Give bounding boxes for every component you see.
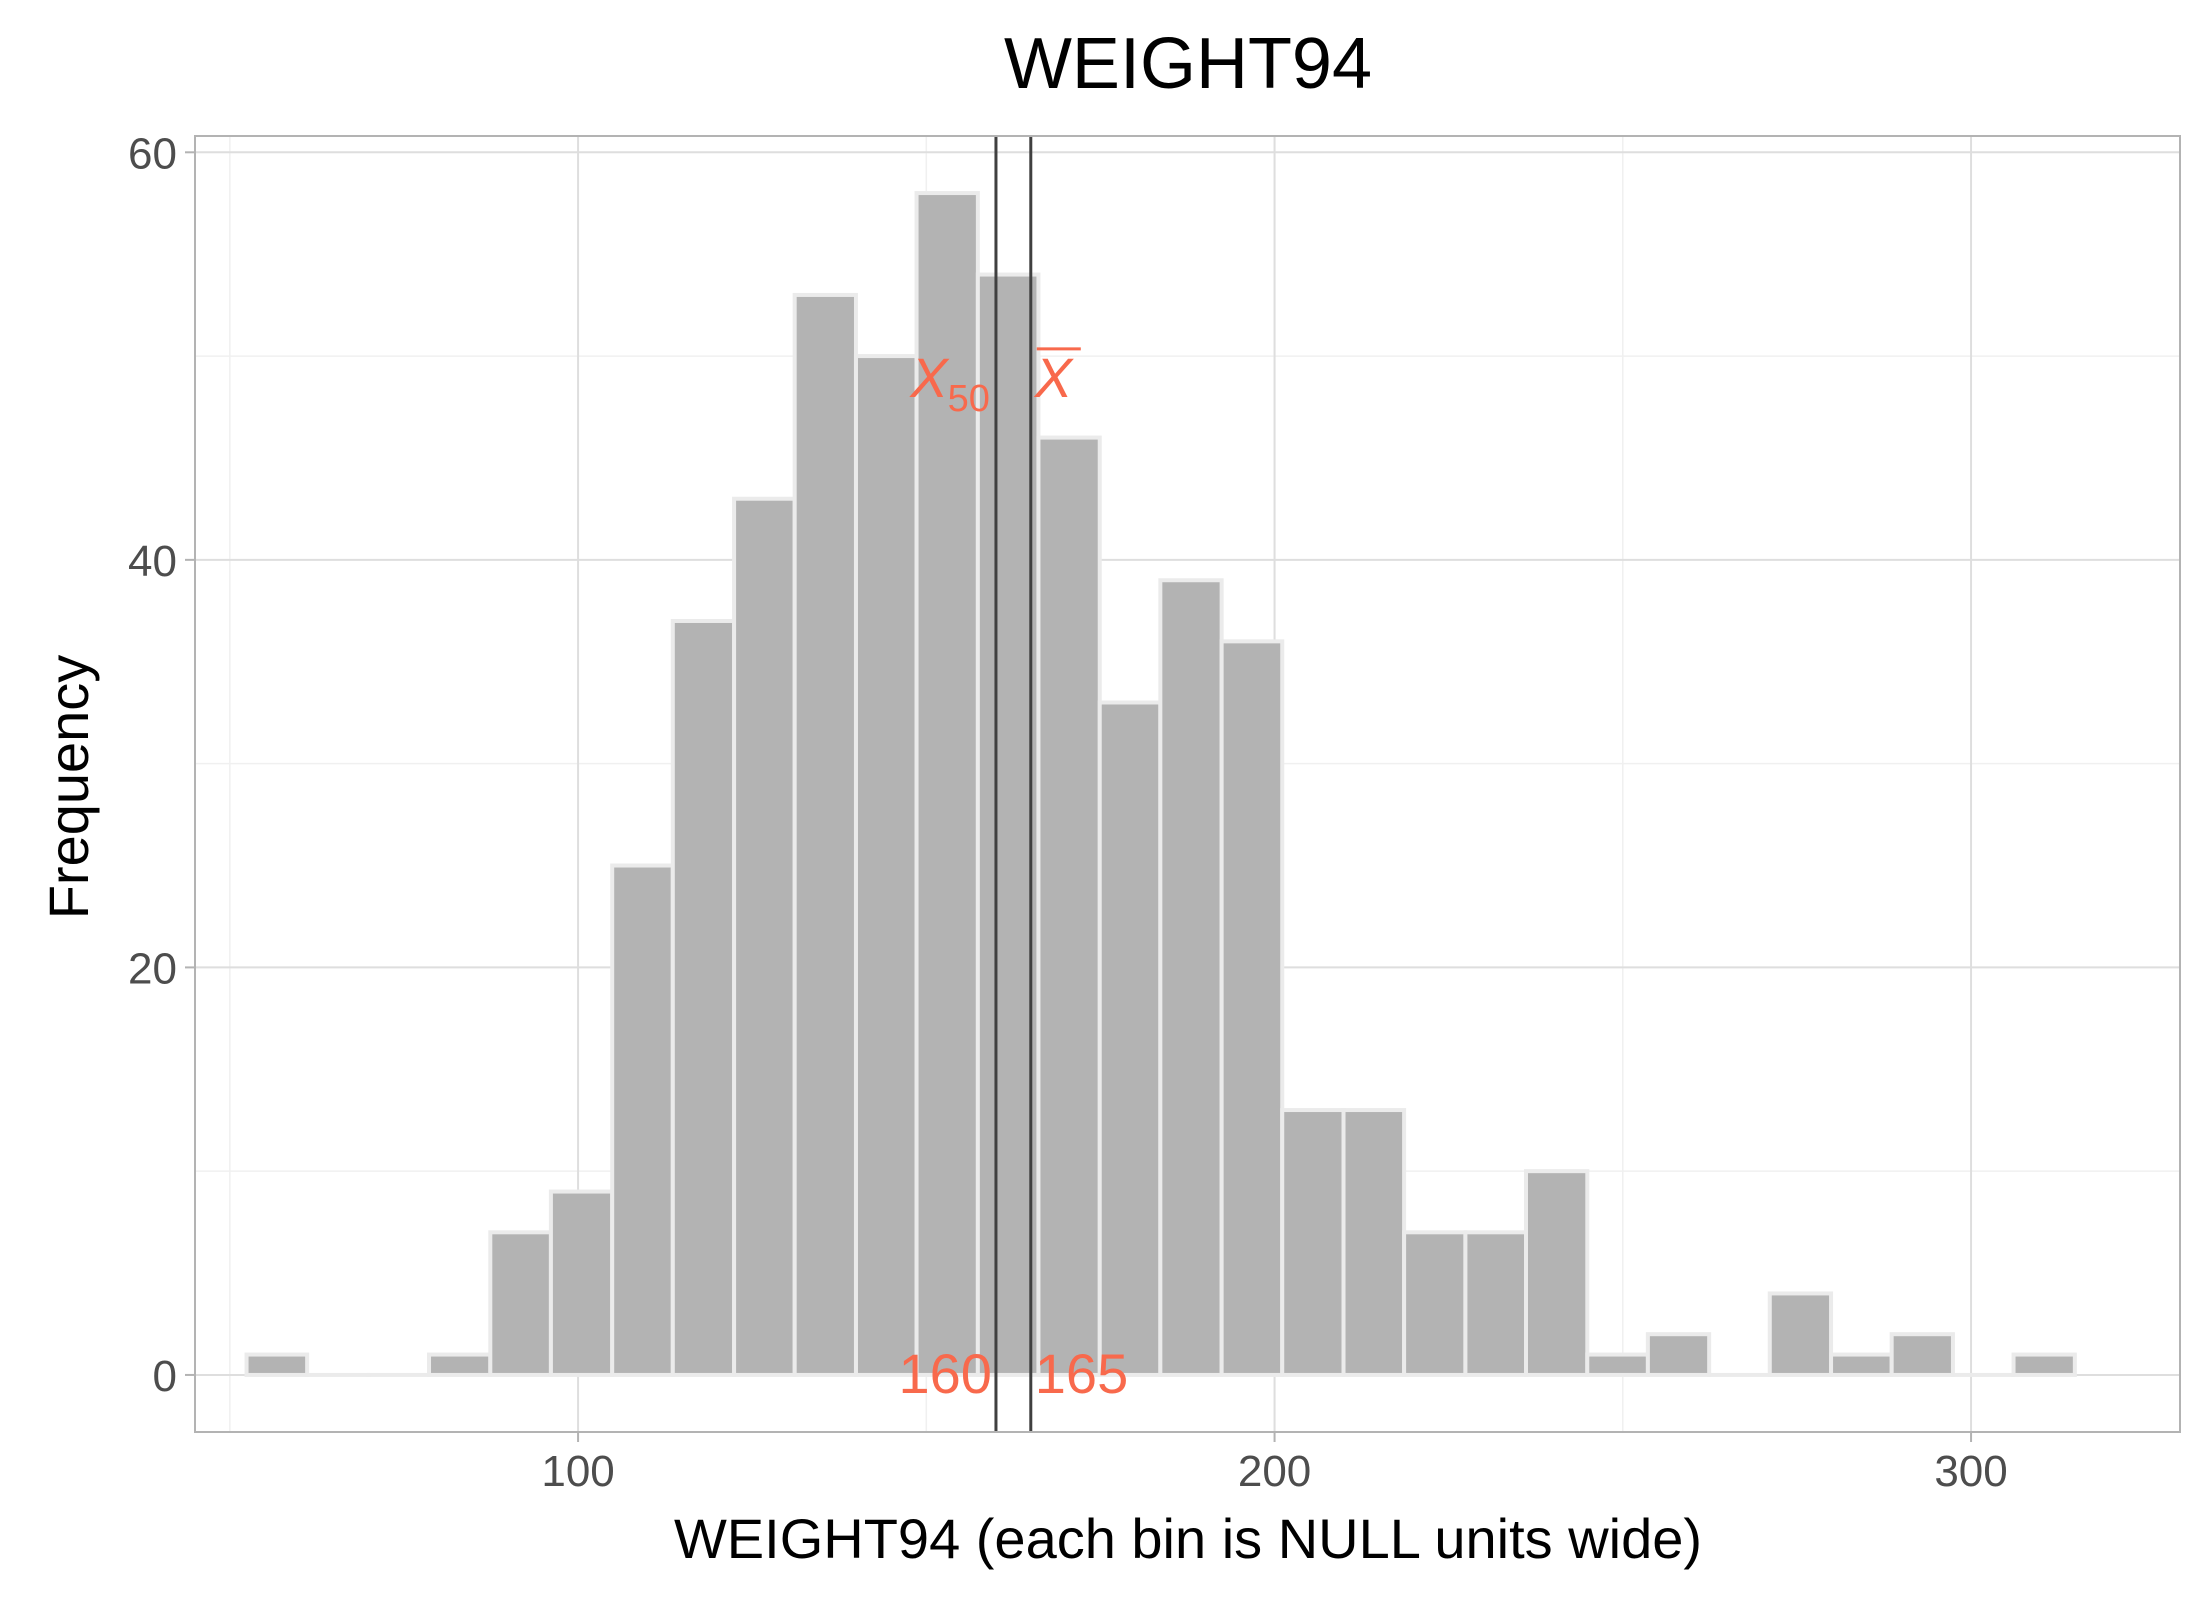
mean-value-label: 165: [1035, 1342, 1128, 1405]
histogram-bar: [1036, 435, 1102, 1377]
histogram-bar: [244, 1352, 310, 1377]
histogram-bar: [1097, 700, 1163, 1377]
histogram-bar: [1889, 1332, 1955, 1377]
x-tick-label: 200: [1238, 1447, 1311, 1496]
histogram-bar: [1341, 1108, 1407, 1377]
histogram-bar: [1829, 1352, 1894, 1377]
y-tick-label: 40: [128, 537, 177, 586]
histogram-bar: [548, 1189, 615, 1377]
panel-border: [194, 135, 2181, 1433]
x-axis-ticks: 100 200 300: [541, 1432, 2008, 1496]
histogram-bar: [1158, 578, 1224, 1377]
y-axis-title: Frequency: [37, 655, 100, 920]
histogram-bar: [1767, 1291, 1834, 1377]
histogram-bar: [488, 1230, 553, 1377]
histogram-bar: [1402, 1230, 1468, 1377]
histogram-bar: [1585, 1352, 1650, 1377]
y-tick-label: 0: [153, 1352, 177, 1401]
y-axis-ticks: 0 20 40 60: [128, 129, 195, 1401]
chart-title: WEIGHT94: [1004, 24, 1372, 104]
median-symbol-label: X50: [908, 346, 990, 420]
mean-symbol-label: X: [1033, 346, 1075, 409]
histogram-bar: [427, 1352, 493, 1377]
histogram-bar: [914, 191, 980, 1377]
histogram-bar: [975, 272, 1041, 1377]
histogram-bar: [732, 496, 797, 1377]
histogram-bar: [853, 354, 919, 1377]
histogram-bar: [1645, 1332, 1712, 1377]
histogram-bar: [1523, 1169, 1590, 1377]
y-tick-label: 60: [128, 129, 177, 178]
x-tick-label: 300: [1934, 1447, 2007, 1496]
histogram-bar: [670, 618, 737, 1377]
median-value-label: 160: [899, 1342, 992, 1405]
histogram-bar: [610, 863, 675, 1377]
x-tick-label: 100: [541, 1447, 614, 1496]
reference-annotations: X50 160 X 165: [899, 346, 1129, 1405]
histogram-bar: [1219, 639, 1285, 1377]
histogram-bar: [1280, 1108, 1346, 1377]
histogram-bar: [2011, 1352, 2077, 1377]
x-axis-title: WEIGHT94 (each bin is NULL units wide): [674, 1507, 1702, 1570]
reference-lines: [994, 136, 1033, 1432]
histogram-bar: [792, 292, 858, 1377]
histogram-bars: [244, 191, 2077, 1377]
y-tick-label: 20: [128, 944, 177, 993]
histogram-bar: [1463, 1230, 1528, 1377]
